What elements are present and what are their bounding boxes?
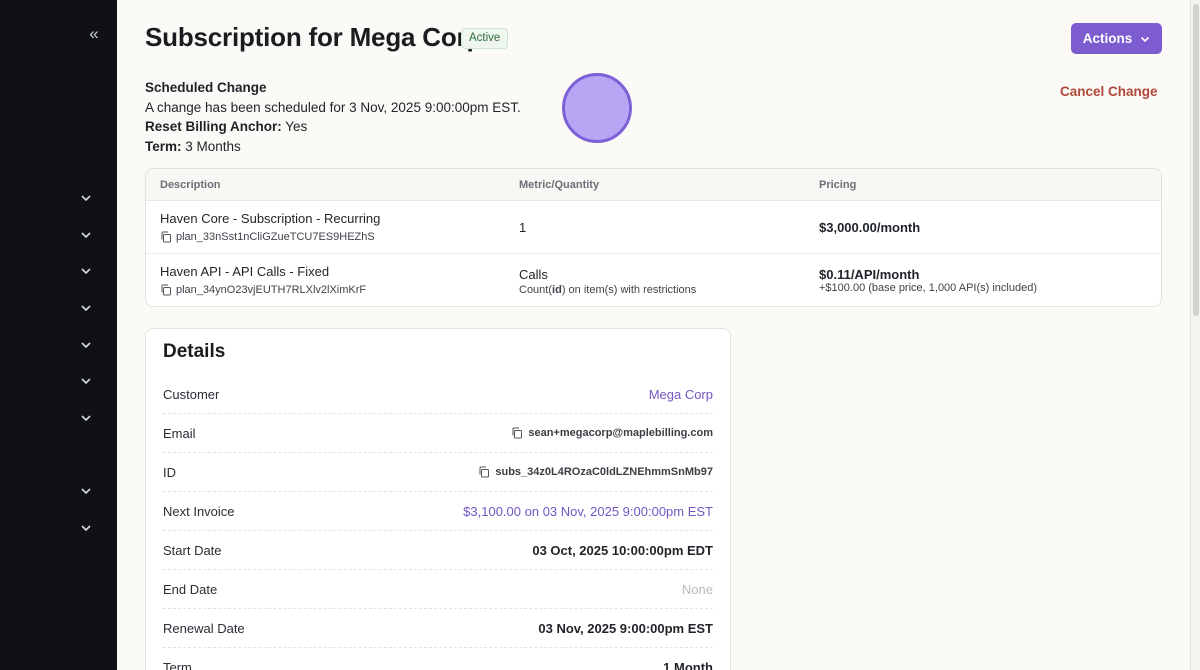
renewal-date-value: 03 Nov, 2025 9:00:00pm EST <box>538 620 713 636</box>
copy-icon[interactable] <box>478 466 490 478</box>
chevron-down-icon[interactable] <box>76 298 96 318</box>
detail-row-email: Email sean+megacorp@maplebilling.com <box>163 414 713 453</box>
detail-label: Renewal Date <box>163 620 245 636</box>
details-card: Details Customer Mega Corp Email sean+me… <box>145 328 731 670</box>
actions-button-label: Actions <box>1082 31 1133 46</box>
column-header-description: Description <box>160 179 221 191</box>
plan-id-text: plan_33nSst1nCliGZueTCU7ES9HEZhS <box>176 231 375 243</box>
detail-row-term: Term 1 Month <box>163 648 713 670</box>
detail-label: Customer <box>163 386 220 402</box>
scheduled-change-heading: Scheduled Change <box>145 80 267 95</box>
detail-label: Term <box>163 659 192 670</box>
reset-billing-anchor: Reset Billing Anchor: Yes <box>145 117 521 137</box>
column-header-metric: Metric/Quantity <box>519 179 600 191</box>
item-metric: Calls <box>519 267 548 282</box>
item-metric: 1 <box>519 220 527 235</box>
item-plan-id: plan_33nSst1nCliGZueTCU7ES9HEZhS <box>160 231 375 243</box>
item-name: Haven API - API Calls - Fixed <box>160 264 330 279</box>
detail-label: ID <box>163 464 176 480</box>
status-badge: Active <box>461 28 509 49</box>
avatar <box>562 73 632 143</box>
detail-label: Next Invoice <box>163 503 235 519</box>
actions-button[interactable]: Actions <box>1071 23 1162 54</box>
table-header: Description Metric/Quantity Pricing <box>146 169 1161 201</box>
detail-row-renewal-date: Renewal Date 03 Nov, 2025 9:00:00pm EST <box>163 609 713 648</box>
item-name: Haven Core - Subscription - Recurring <box>160 211 381 226</box>
scheduled-term-label: Term: <box>145 138 182 154</box>
item-plan-id: plan_34ynO23vjEUTH7RLXlv2lXimKrF <box>160 284 366 296</box>
chevron-down-icon[interactable] <box>76 261 96 281</box>
item-metric-detail: Count(id) on item(s) with restrictions <box>519 284 696 296</box>
detail-label: Start Date <box>163 542 222 558</box>
item-pricing: $3,000.00/month <box>819 220 921 235</box>
item-pricing-detail: +$100.00 (base price, 1,000 API(s) inclu… <box>819 282 1037 294</box>
id-value: subs_34z0L4ROzaC0ldLZNEhmmSnMb97 <box>478 466 713 478</box>
detail-row-next-invoice: Next Invoice $3,100.00 on 03 Nov, 2025 9… <box>163 492 713 531</box>
copy-icon[interactable] <box>511 427 523 439</box>
detail-row-id: ID subs_34z0L4ROzaC0ldLZNEhmmSnMb97 <box>163 453 713 492</box>
chevron-down-icon[interactable] <box>76 408 96 428</box>
chevron-down-icon[interactable] <box>76 481 96 501</box>
chevron-down-icon[interactable] <box>76 518 96 538</box>
chevron-down-icon[interactable] <box>76 225 96 245</box>
main-content: Subscription for Mega Corp Active Action… <box>117 0 1190 670</box>
scrollbar-thumb[interactable] <box>1193 4 1199 316</box>
column-header-pricing: Pricing <box>819 179 857 191</box>
start-date-value: 03 Oct, 2025 10:00:00pm EDT <box>532 542 713 558</box>
reset-billing-anchor-label: Reset Billing Anchor: <box>145 119 282 134</box>
chevrons-left-icon[interactable]: « <box>89 24 99 43</box>
cancel-change-button[interactable]: Cancel Change <box>1060 84 1158 99</box>
metric-detail-prefix: Count( <box>519 284 553 296</box>
customer-link[interactable]: Mega Corp <box>648 386 713 402</box>
subscription-items-table: Description Metric/Quantity Pricing Have… <box>145 168 1162 307</box>
chevron-down-icon[interactable] <box>76 371 96 391</box>
chevron-down-icon[interactable] <box>76 188 96 208</box>
end-date-value: None <box>681 581 713 597</box>
chevron-down-icon <box>1141 36 1150 42</box>
detail-row-customer: Customer Mega Corp <box>163 375 713 414</box>
copy-icon[interactable] <box>160 231 172 243</box>
detail-label: End Date <box>163 581 218 597</box>
email-value: sean+megacorp@maplebilling.com <box>511 427 713 439</box>
table-row: Haven Core - Subscription - Recurring pl… <box>146 201 1161 254</box>
copy-icon[interactable] <box>160 284 172 296</box>
term-value: 1 Month <box>663 659 713 670</box>
email-text: sean+megacorp@maplebilling.com <box>528 427 713 439</box>
table-row: Haven API - API Calls - Fixed plan_34ynO… <box>146 254 1161 306</box>
chevron-down-icon[interactable] <box>76 335 96 355</box>
metric-detail-key: id <box>552 284 562 296</box>
detail-row-start-date: Start Date 03 Oct, 2025 10:00:00pm EDT <box>163 531 713 570</box>
detail-row-end-date: End Date None <box>163 570 713 609</box>
scheduled-term-value: 3 Months <box>185 138 241 154</box>
id-text: subs_34z0L4ROzaC0ldLZNEhmmSnMb97 <box>495 466 713 478</box>
item-pricing: $0.11/API/month <box>819 267 920 282</box>
scheduled-change-message: A change has been scheduled for 3 Nov, 2… <box>145 99 521 115</box>
scheduled-change-panel: Scheduled Change A change has been sched… <box>145 78 521 156</box>
reset-billing-anchor-value: Yes <box>285 119 308 134</box>
sidebar: « <box>0 0 117 670</box>
next-invoice-link[interactable]: $3,100.00 on 03 Nov, 2025 9:00:00pm EST <box>463 503 713 519</box>
plan-id-text: plan_34ynO23vjEUTH7RLXlv2lXimKrF <box>176 284 367 296</box>
detail-label: Email <box>163 425 196 441</box>
details-title: Details <box>163 341 226 362</box>
scrollbar[interactable] <box>1190 0 1200 670</box>
scheduled-term: Term: 3 Months <box>145 137 521 157</box>
page-title: Subscription for Mega Corp <box>145 22 483 52</box>
metric-detail-suffix: ) on item(s) with restrictions <box>561 284 697 296</box>
